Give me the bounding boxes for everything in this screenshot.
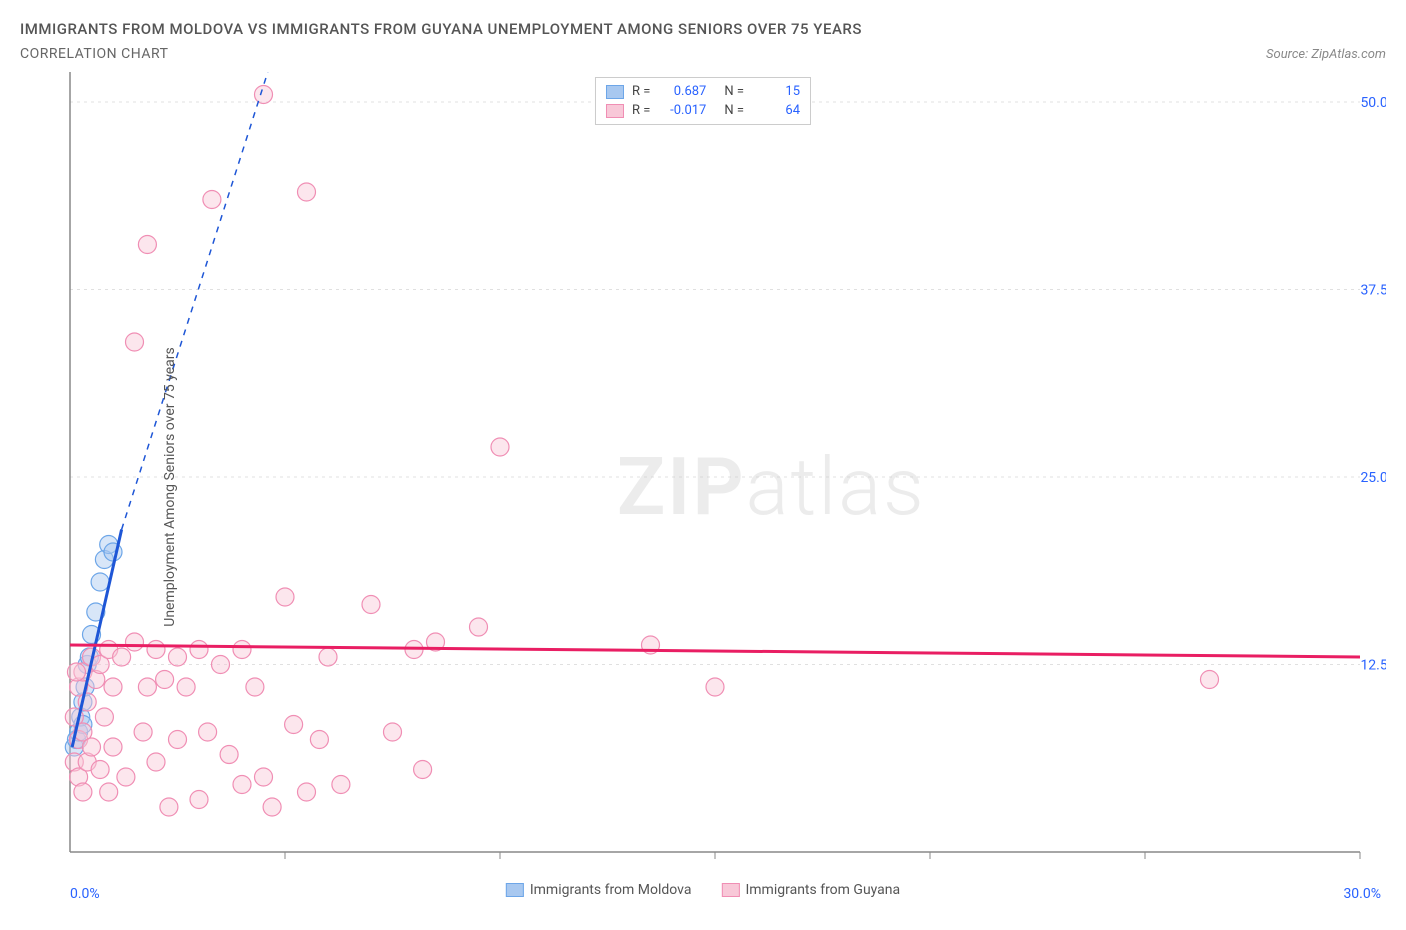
chart-title: IMMIGRANTS FROM MOLDOVA VS IMMIGRANTS FR… bbox=[20, 20, 1386, 38]
svg-text:12.5%: 12.5% bbox=[1360, 658, 1386, 674]
x-min-label: 0.0% bbox=[70, 886, 100, 902]
scatter-plot: 12.5% 25.0% 37.5% 50.0% bbox=[20, 72, 1386, 882]
chart-subtitle: CORRELATION CHART bbox=[20, 46, 168, 62]
y-axis-label: Unemployment Among Seniors over 75 years bbox=[162, 347, 178, 627]
svg-text:50.0%: 50.0% bbox=[1360, 95, 1386, 111]
svg-text:25.0%: 25.0% bbox=[1360, 470, 1386, 486]
correlation-legend: R =0.687N =15R =-0.017N =64 bbox=[595, 77, 811, 125]
legend-row: R =0.687N =15 bbox=[606, 82, 800, 101]
subtitle-row: CORRELATION CHART Source: ZipAtlas.com bbox=[20, 46, 1386, 62]
legend-row: R =-0.017N =64 bbox=[606, 101, 800, 120]
legend-item: Immigrants from Guyana bbox=[721, 882, 900, 898]
series-legend: Immigrants from Moldova Immigrants from G… bbox=[506, 882, 900, 898]
legend-item: Immigrants from Moldova bbox=[506, 882, 692, 898]
source-label: Source: ZipAtlas.com bbox=[1266, 47, 1386, 62]
x-max-label: 30.0% bbox=[1343, 886, 1381, 902]
chart-container: Unemployment Among Seniors over 75 years… bbox=[20, 72, 1386, 902]
svg-text:37.5%: 37.5% bbox=[1360, 283, 1386, 299]
